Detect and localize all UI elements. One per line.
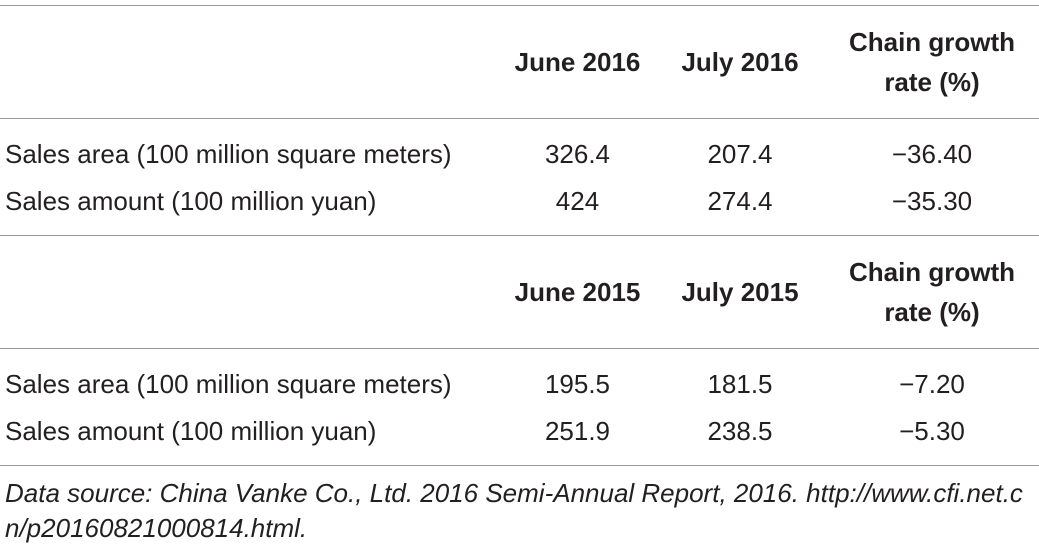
value-cell: −36.40 [891, 139, 973, 169]
value-cell: 195.5 [544, 369, 611, 399]
footnote: Data source: China Vanke Co., Ltd. 2016 … [5, 478, 1023, 543]
row-label: Sales amount (100 million yuan) [5, 186, 377, 216]
value-cell: 181.5 [707, 369, 773, 399]
header-row: June 2015 July 2015 Chain growth rate (%) [0, 235, 1039, 349]
header-row: June 2016 July 2016 Chain growth rate (%) [0, 5, 1039, 119]
value-cell: 274.4 [707, 186, 773, 216]
header-cell: Chain growth rate (%) [848, 27, 1016, 97]
value-cell: −35.30 [891, 186, 973, 216]
value-cell: 251.9 [544, 416, 611, 446]
header-cell-empty [0, 6, 500, 119]
value-cell: 238.5 [707, 416, 773, 446]
data-row: Sales area (100 million square meters) 32… [0, 119, 1039, 179]
data-row: Sales amount (100 million yuan) 251.9 238.… [0, 408, 1039, 466]
value-cell: −7.20 [899, 369, 965, 399]
value-cell: −5.30 [899, 416, 965, 446]
header-cell: July 2015 [681, 277, 799, 307]
header-cell: June 2016 [514, 47, 641, 77]
row-label: Sales area (100 million square meters) [5, 139, 452, 169]
data-row: Sales area (100 million square meters) 19… [0, 349, 1039, 409]
value-cell: 207.4 [707, 139, 773, 169]
row-label: Sales amount (100 million yuan) [5, 416, 377, 446]
value-cell: 326.4 [544, 139, 611, 169]
value-cell: 424 [555, 186, 600, 216]
header-cell-empty [0, 236, 500, 349]
sales-table: June 2016 July 2016 Chain growth rate (%) S… [0, 5, 1039, 466]
row-label: Sales area (100 million square meters) [5, 369, 452, 399]
header-cell: June 2015 [514, 277, 641, 307]
table-body: June 2016 July 2016 Chain growth rate (%) S… [0, 5, 1039, 466]
data-row: Sales amount (100 million yuan) 424 274.4 −… [0, 178, 1039, 236]
header-cell: Chain growth rate (%) [848, 257, 1016, 327]
header-cell: July 2016 [681, 47, 799, 77]
